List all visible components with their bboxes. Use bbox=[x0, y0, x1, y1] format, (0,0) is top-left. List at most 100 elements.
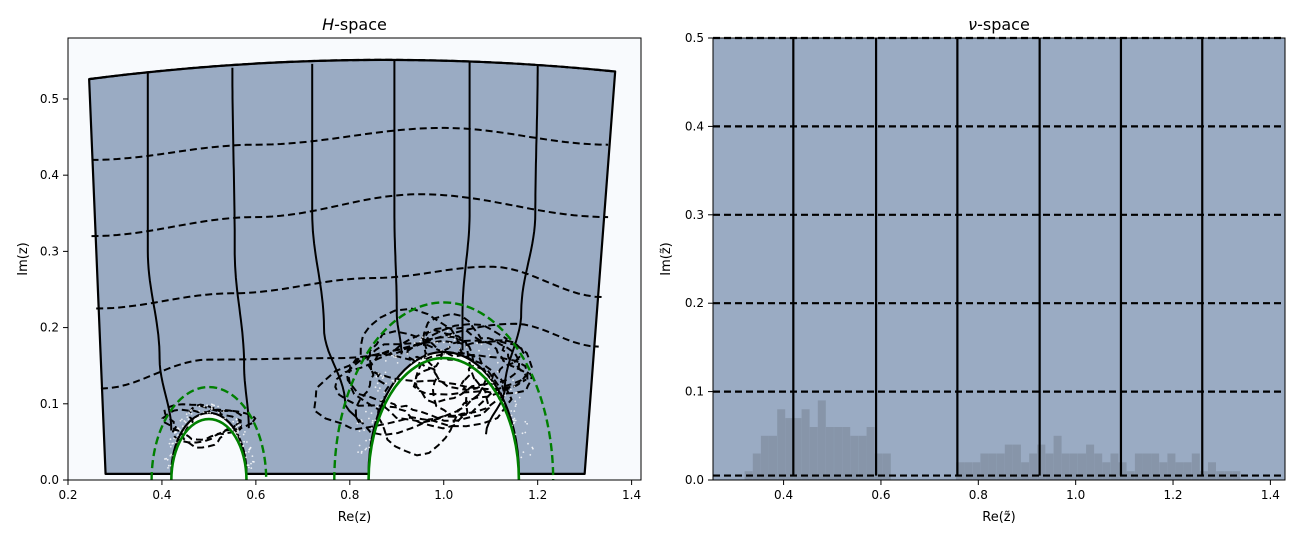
v-space-hist-bar bbox=[1086, 444, 1095, 480]
h-space-speckle bbox=[395, 356, 397, 359]
h-space-speckle bbox=[188, 412, 191, 414]
h-space-speckle bbox=[518, 396, 521, 399]
h-space-speckle bbox=[361, 420, 363, 423]
h-space-speckle bbox=[198, 410, 201, 412]
h-space-speckle bbox=[222, 410, 225, 412]
h-space-speckle bbox=[245, 456, 247, 459]
h-space-speckle bbox=[167, 464, 170, 467]
h-space-speckle bbox=[522, 451, 525, 453]
v-space-ytick-label: 0.4 bbox=[685, 119, 704, 133]
v-space-hist-bar bbox=[996, 453, 1005, 480]
h-space-speckle bbox=[246, 441, 248, 443]
v-space-hist-bar bbox=[1102, 462, 1111, 480]
h-space-speckle bbox=[203, 405, 206, 408]
v-space-hist-bar bbox=[1021, 462, 1030, 480]
h-space-speckle bbox=[510, 414, 513, 417]
h-space-speckle bbox=[164, 458, 166, 460]
v-space-hist-bar bbox=[972, 462, 981, 480]
h-space-speckle bbox=[235, 431, 238, 434]
h-space-speckle bbox=[210, 408, 213, 411]
h-space-speckle bbox=[380, 399, 382, 401]
h-space-speckle bbox=[491, 381, 494, 384]
h-space-speckle bbox=[377, 390, 379, 392]
h-space-frame bbox=[67, 37, 642, 481]
h-space-speckle bbox=[414, 358, 417, 361]
v-space-hist-bar bbox=[882, 453, 891, 480]
h-space-speckle bbox=[202, 411, 205, 413]
h-space-speckle bbox=[247, 464, 250, 466]
h-space-speckle bbox=[531, 446, 534, 449]
h-space-speckle bbox=[487, 348, 490, 351]
h-space-speckle bbox=[210, 405, 213, 408]
v-space-panel: 0.4 0.6 0.8 1.0 1.2 1.4 0.0 0.1 0.2 0.3 0.4 0.5 ν-s… bbox=[659, 15, 1286, 525]
h-space-speckle bbox=[200, 416, 203, 419]
h-space-ylabel: Im(z) bbox=[16, 242, 31, 275]
v-space-hist-bar bbox=[769, 435, 777, 480]
h-space-ytick-label: 0.1 bbox=[40, 397, 59, 411]
v-space-hist-bar bbox=[777, 409, 786, 480]
h-space-speckle bbox=[360, 452, 363, 454]
v-space-hist-bar bbox=[1151, 453, 1160, 480]
h-space-speckle bbox=[242, 445, 245, 448]
h-space-speckle bbox=[170, 453, 173, 456]
h-space-noisy-loop bbox=[422, 326, 533, 417]
h-space-speckle bbox=[465, 345, 468, 348]
h-space-top-dashed bbox=[88, 58, 616, 81]
v-space-ytick-label: 0.1 bbox=[685, 385, 704, 399]
h-space-speckle bbox=[365, 447, 368, 450]
h-space-speckle bbox=[357, 451, 359, 453]
h-space-speckle bbox=[242, 433, 245, 436]
h-space-speckle bbox=[515, 403, 517, 406]
h-space-speckle bbox=[420, 338, 423, 341]
h-space-solid-circle bbox=[367, 356, 521, 481]
h-space-xtick-label: 0.4 bbox=[152, 488, 171, 502]
h-space-speckle bbox=[183, 420, 186, 422]
h-space-noisy-loop bbox=[161, 408, 243, 449]
h-space-speckle bbox=[423, 359, 426, 361]
h-space-solid-curve bbox=[231, 67, 250, 429]
h-space-speckle bbox=[382, 375, 385, 378]
h-space-speckle bbox=[370, 427, 373, 429]
h-space-speckle bbox=[504, 394, 506, 397]
h-space-speckle bbox=[374, 419, 377, 422]
h-space-speckle bbox=[513, 419, 515, 422]
h-space-speckle bbox=[249, 446, 252, 449]
h-space-speckle bbox=[169, 445, 172, 448]
v-space-hist-bar bbox=[809, 427, 818, 480]
v-space-hist-bar bbox=[1134, 453, 1143, 480]
h-space-speckle bbox=[358, 430, 361, 432]
h-space-noisy-loop bbox=[334, 329, 491, 422]
h-space-speckle bbox=[246, 464, 249, 467]
h-space-speckle bbox=[187, 418, 190, 421]
v-space-xlabel: Re(z̃) bbox=[982, 510, 1015, 525]
h-space-noisy-loop bbox=[412, 339, 533, 396]
h-space-speckle bbox=[510, 410, 513, 412]
v-space-hist-bar bbox=[842, 427, 851, 480]
h-space-speckle bbox=[514, 405, 517, 407]
h-space-solid-curve bbox=[461, 62, 471, 351]
v-space-hist-bar bbox=[988, 453, 997, 480]
h-space-speckle bbox=[436, 341, 438, 344]
h-space-xtick-label: 1.4 bbox=[622, 488, 641, 502]
h-space-speckle bbox=[513, 385, 516, 388]
v-space-hist-bar bbox=[850, 435, 859, 480]
h-space-speckle bbox=[374, 386, 377, 389]
h-space-speckle bbox=[520, 456, 523, 459]
h-space-speckle bbox=[488, 354, 491, 357]
h-space-speckle bbox=[521, 432, 524, 435]
v-space-hist-bar bbox=[1191, 453, 1200, 480]
v-space-ytick-label: 0.2 bbox=[685, 296, 704, 310]
h-space-speckle bbox=[510, 388, 512, 391]
h-space-speckle bbox=[451, 334, 453, 336]
h-space-speckle bbox=[224, 417, 227, 420]
h-space-speckle bbox=[446, 354, 448, 356]
h-space-speckle bbox=[365, 410, 367, 413]
v-space-hist-bar bbox=[1094, 453, 1103, 480]
h-space-speckle bbox=[173, 437, 176, 440]
v-space-hist-bar bbox=[1175, 462, 1184, 480]
h-space-speckle bbox=[529, 454, 532, 456]
v-space-hist-bar bbox=[1069, 453, 1078, 480]
h-space-speckle bbox=[168, 442, 171, 445]
h-space-speckle bbox=[213, 404, 216, 407]
